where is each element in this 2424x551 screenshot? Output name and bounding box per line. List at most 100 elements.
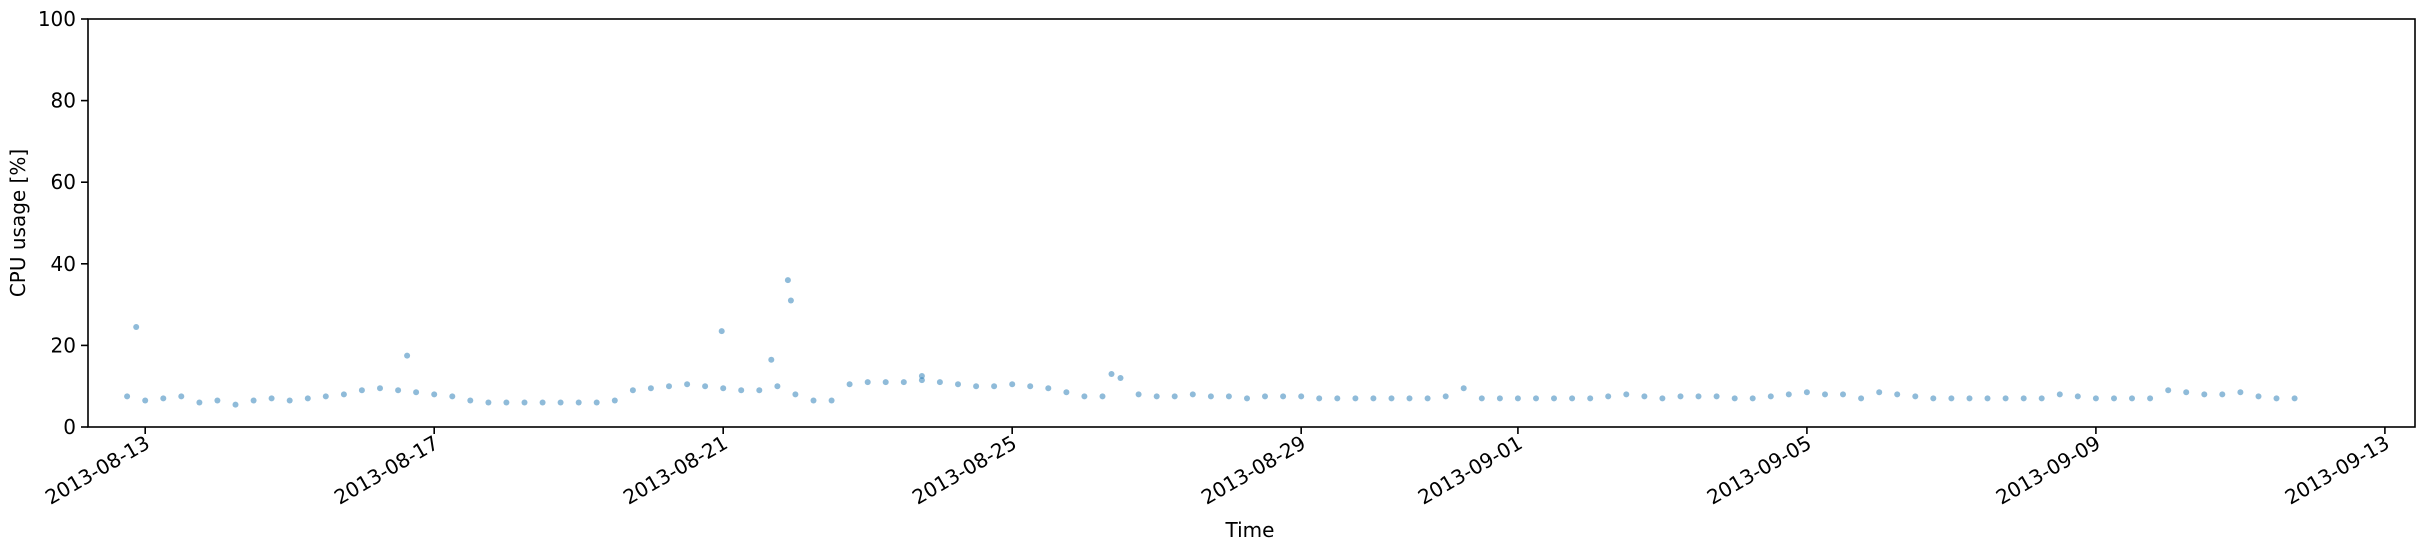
data-point (1623, 391, 1630, 398)
data-point (882, 379, 889, 386)
data-point (1370, 395, 1377, 402)
data-point (1153, 393, 1160, 400)
data-point (124, 393, 131, 400)
y-tick-label: 60 (51, 170, 76, 194)
y-tick-label: 0 (63, 415, 76, 439)
data-point (718, 328, 725, 335)
data-point (1803, 389, 1810, 396)
data-point (196, 399, 203, 406)
data-point (1316, 395, 1323, 402)
data-point (2074, 393, 2081, 400)
data-point (575, 399, 582, 406)
data-point (1045, 385, 1052, 392)
data-point (1966, 395, 1973, 402)
data-point (232, 401, 239, 408)
data-point (1677, 393, 1684, 400)
data-point (503, 399, 510, 406)
x-tick-label: 2013-08-17 (330, 431, 443, 510)
data-point (1298, 393, 1305, 400)
data-point (1569, 395, 1576, 402)
data-point (1027, 383, 1034, 390)
data-point (1334, 395, 1341, 402)
data-point (1840, 391, 1846, 398)
data-point (1135, 391, 1142, 398)
data-point (991, 383, 998, 390)
data-point (955, 381, 961, 388)
plot-area (124, 277, 2298, 408)
data-point (160, 395, 167, 402)
data-point (768, 356, 775, 363)
data-point (377, 385, 383, 392)
data-point (936, 379, 943, 386)
data-point (1948, 395, 1955, 402)
data-point (1081, 393, 1088, 400)
data-point (322, 393, 329, 400)
y-tick-label: 80 (51, 89, 76, 113)
y-tick-label: 100 (38, 7, 76, 31)
data-point (629, 387, 636, 394)
data-point (1406, 395, 1413, 402)
y-axis: 0 20 40 60 80 100 (38, 7, 88, 439)
x-tick-label: 2013-08-25 (908, 431, 1021, 510)
data-point (268, 395, 275, 402)
data-point (1189, 391, 1196, 398)
data-point (684, 381, 691, 388)
data-points (124, 277, 2298, 408)
data-point (286, 397, 293, 404)
data-point (1605, 393, 1612, 400)
data-point (1009, 381, 1016, 388)
data-point (1442, 393, 1449, 400)
data-point (1912, 393, 1919, 400)
data-point (214, 397, 221, 404)
data-point (1478, 395, 1485, 402)
data-point (1244, 395, 1250, 402)
data-point (1785, 391, 1792, 398)
data-point (2237, 389, 2244, 396)
x-tick-label: 2013-08-29 (1197, 431, 1310, 510)
data-point (1460, 385, 1467, 392)
data-point (702, 383, 709, 390)
data-point (1496, 395, 1503, 402)
x-tick-label: 2013-09-09 (1992, 431, 2105, 510)
data-point (647, 385, 654, 392)
data-point (756, 387, 763, 394)
data-point (1225, 393, 1232, 400)
data-point (485, 399, 492, 406)
data-point (178, 393, 185, 400)
data-point (1713, 393, 1720, 400)
data-point (340, 391, 347, 398)
data-point (2111, 395, 2117, 402)
data-point (2219, 391, 2226, 398)
data-point (1858, 395, 1865, 402)
data-point (738, 387, 745, 394)
x-axis-label: Time (1225, 518, 1275, 542)
data-point (1207, 393, 1214, 400)
data-point (2038, 395, 2045, 402)
data-point (2183, 389, 2190, 396)
data-point (431, 391, 438, 398)
data-point (2273, 395, 2280, 402)
y-tick-label: 20 (51, 333, 76, 357)
y-tick-label: 40 (51, 252, 76, 276)
data-point (1388, 395, 1395, 402)
x-tick-label: 2013-09-05 (1703, 431, 1816, 510)
data-point (846, 381, 853, 388)
data-point (864, 379, 871, 386)
data-point (1930, 395, 1937, 402)
data-point (900, 379, 907, 386)
data-point (666, 383, 672, 390)
data-point (1171, 393, 1178, 400)
data-point (358, 387, 365, 394)
data-point (404, 352, 411, 359)
data-point (1894, 391, 1901, 398)
data-point (250, 397, 257, 404)
data-point (1587, 395, 1594, 402)
data-point (918, 377, 925, 384)
data-point (1749, 395, 1756, 402)
data-point (1099, 393, 1106, 400)
data-point (1117, 375, 1124, 381)
data-point (787, 297, 794, 304)
data-point (2147, 395, 2154, 402)
data-point (1659, 395, 1666, 402)
data-point (1262, 393, 1268, 400)
